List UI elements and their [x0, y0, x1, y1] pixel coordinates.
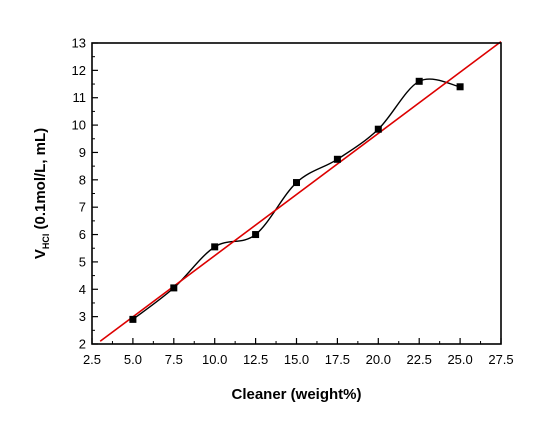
y-axis-title-rest: (0.1mol/L, mL) — [32, 128, 49, 234]
data-point — [333, 155, 341, 163]
y-tick-label: 4 — [79, 282, 86, 297]
data-point — [252, 231, 260, 239]
y-tick-label: 10 — [72, 118, 86, 133]
y-tick-label: 13 — [72, 36, 86, 51]
data-point — [374, 125, 382, 133]
data-point — [415, 77, 423, 85]
data-point — [456, 83, 464, 91]
x-tick-label: 25.0 — [447, 352, 472, 367]
x-tick-label: 7.5 — [165, 352, 183, 367]
y-tick-label: 2 — [79, 337, 86, 352]
fit-line — [99, 40, 502, 342]
x-tick-label: 20.0 — [366, 352, 391, 367]
x-tick-label: 17.5 — [325, 352, 350, 367]
x-tick-label: 22.5 — [407, 352, 432, 367]
y-tick-label: 8 — [79, 172, 86, 187]
y-tick-label: 11 — [73, 90, 87, 105]
plot-area — [99, 40, 502, 342]
y-tick-label: 12 — [72, 63, 86, 78]
data-point — [293, 179, 300, 187]
x-tick-label: 5.0 — [124, 352, 142, 367]
x-tick-label: 10.0 — [202, 352, 227, 367]
y-tick-label: 5 — [79, 254, 86, 269]
x-tick-label: 27.5 — [488, 352, 513, 367]
x-tick-label: 15.0 — [284, 352, 309, 367]
axes: 2.5 5.0 7.5 10.0 12.5 15.0 17.5 20.0 22.5 25.0 27.… — [72, 36, 514, 368]
data-point — [170, 284, 178, 292]
x-axis-title: Cleaner (weight%) — [231, 386, 361, 403]
y-tick-label: 9 — [79, 145, 86, 160]
y-axis-title-subscript: HCl — [41, 234, 51, 250]
y-tick-label: 7 — [79, 200, 86, 215]
y-tick-label: 3 — [79, 309, 86, 324]
data-point — [211, 243, 219, 251]
y-axis-title: VHCl (0.1mol/L, mL) — [32, 128, 51, 259]
data-point — [129, 315, 137, 323]
y-tick-label: 6 — [79, 227, 86, 242]
x-tick-label: 12.5 — [243, 352, 268, 367]
x-tick-label: 2.5 — [83, 352, 101, 367]
y-axis-title-main: V — [32, 249, 49, 259]
